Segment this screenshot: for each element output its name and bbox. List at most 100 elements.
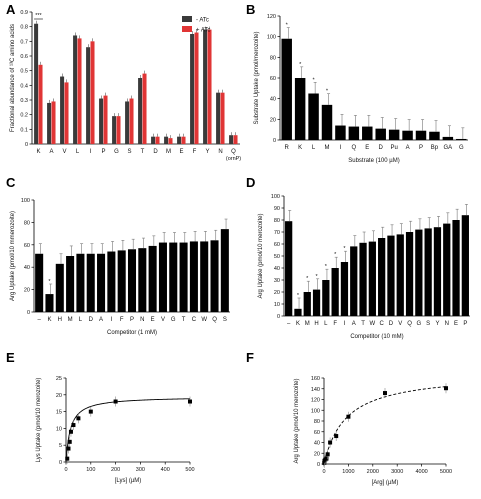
- legend-label-a: - ATc: [196, 18, 209, 24]
- x-tick-label-c: C: [192, 317, 197, 323]
- x-tick-label-d: A: [352, 321, 356, 327]
- y-tick-label-d: 80: [274, 218, 280, 224]
- data-point-f-9: [444, 386, 448, 391]
- bar-b-9: [402, 130, 413, 140]
- bar-a-D-0: [151, 136, 156, 144]
- bar-c-10: [138, 248, 147, 312]
- bar-d-15: [424, 228, 432, 316]
- data-point-e-5: [76, 416, 81, 421]
- x-tick-label-a: N: [218, 149, 222, 155]
- bar-a-D-1: [155, 136, 160, 144]
- x-tick-label-c: E: [151, 317, 155, 323]
- y-tick-label-c: 60: [24, 243, 30, 249]
- data-point-e-0: [65, 456, 70, 461]
- x-tick-label-c: G: [171, 317, 176, 323]
- x-tick-label-d: K: [296, 321, 300, 327]
- bar-d-13: [405, 232, 414, 316]
- y-tick-label-e: 15: [56, 410, 62, 416]
- x-tick-label-b: Bp: [431, 145, 439, 151]
- bar-a-E-1: [181, 136, 186, 144]
- bar-a-V-0: [60, 76, 65, 144]
- bar-d-6: [340, 262, 349, 316]
- bar-a-V-1: [64, 82, 69, 144]
- significance-star-b: *: [286, 23, 289, 29]
- x-tick-label-b: M: [325, 145, 330, 151]
- x-tick-label-d: E: [454, 321, 458, 327]
- x-tick-label-b: K: [298, 145, 302, 151]
- y-tick-label-c: 0: [27, 310, 30, 316]
- y-tick-label-f: 20: [314, 451, 320, 457]
- legend-swatch-a: [182, 26, 192, 32]
- y-tick-label-f: 0: [317, 462, 320, 468]
- bar-c-0: [35, 253, 44, 312]
- x-tick-label-a: E: [179, 149, 183, 155]
- bar-b-11: [429, 131, 440, 140]
- bar-c-13: [169, 242, 178, 312]
- bar-a-K-0: [34, 23, 39, 144]
- y-tick-label-d: 60: [274, 242, 280, 248]
- bar-a-Q-0: [229, 135, 234, 144]
- x-tick-label-b: Pu: [390, 145, 397, 151]
- data-point-f-6: [334, 434, 339, 439]
- x-tick-label-d: I: [344, 321, 346, 327]
- x-tick-label-b: GA: [444, 145, 453, 151]
- bar-c-7: [107, 251, 116, 312]
- y-axis-title-c: Arg Uptake (pmol/10 mmerozoite): [10, 211, 16, 301]
- bar-b-10: [415, 130, 427, 140]
- bar-a-I-1: [90, 41, 95, 145]
- x-tick-label-b: A: [406, 145, 410, 151]
- x-tick-label-e: 300: [136, 467, 145, 473]
- y-tick-label-b: 40: [270, 97, 276, 103]
- x-tick-label-a: L: [76, 149, 80, 155]
- x-tick-label-c: W: [201, 317, 207, 323]
- x-tick-label-a: M: [166, 149, 171, 155]
- x-tick-label-a: Q: [231, 149, 236, 155]
- x-tick-label-d: Y: [435, 321, 439, 327]
- charts-layer: 0 0.1 0.2 0.3 0.4 0.5 0.6 0.7 0.8 0.9 Fractional a…: [10, 10, 470, 486]
- data-point-f-5: [328, 440, 333, 445]
- x-tick-label-d: W: [370, 321, 376, 327]
- x-tick-label-d: –: [287, 321, 291, 327]
- bar-a-T-1: [142, 73, 147, 144]
- x-tick-label-e: 200: [111, 467, 120, 473]
- significance-star-d: *: [306, 276, 309, 282]
- panel-label-b: B: [246, 2, 255, 17]
- y-tick-label-f: 80: [314, 419, 320, 425]
- bar-c-5: [86, 253, 95, 312]
- y-axis-title-d: Arg Uptake (pmol/10 merozoite): [258, 213, 264, 298]
- x-tick-label-b: G: [459, 145, 464, 151]
- significance-star-d: *: [297, 293, 300, 299]
- x-tick-label-a: Y: [205, 149, 209, 155]
- bar-d-16: [433, 227, 442, 316]
- x-tick-label-d: T: [361, 321, 365, 327]
- x-tick-label-c: I: [111, 317, 113, 323]
- y-tick-label-b: 60: [270, 76, 276, 82]
- x-tick-label-a: S: [127, 149, 131, 155]
- x-tick-label-d: N: [445, 321, 449, 327]
- x-tick-label-b: E: [365, 145, 369, 151]
- x-tick-label-d: V: [398, 321, 402, 327]
- x-tick-label-c: K: [47, 317, 51, 323]
- bar-b-5: [348, 126, 360, 140]
- bar-d-12: [396, 234, 404, 316]
- y-tick-label-d: 40: [274, 266, 280, 272]
- x-axis-title-d: Competitor (10 mM): [350, 334, 403, 340]
- bar-a-E-0: [177, 136, 182, 144]
- bar-c-8: [117, 250, 126, 312]
- y-tick-label-a: 0.8: [20, 25, 28, 31]
- x-tick-label-a: K: [36, 149, 40, 155]
- x-tick-label-a: A: [49, 149, 53, 155]
- bar-a-F-0: [190, 34, 195, 144]
- x-tick-label-a: G: [114, 149, 119, 155]
- y-tick-label-d: 0: [277, 314, 280, 320]
- y-tick-label-e: 5: [59, 443, 62, 449]
- significance-mark-a: ***: [35, 13, 42, 19]
- data-point-f-7: [346, 414, 351, 419]
- significance-star-d: *: [325, 264, 328, 270]
- panel-label-f: F: [246, 350, 254, 365]
- x-tick-label-e: 500: [185, 467, 194, 473]
- x-tick-label-c: A: [99, 317, 103, 323]
- y-tick-label-c: 40: [24, 265, 30, 271]
- bar-a-G-1: [116, 116, 121, 144]
- bar-a-A-0: [47, 102, 52, 144]
